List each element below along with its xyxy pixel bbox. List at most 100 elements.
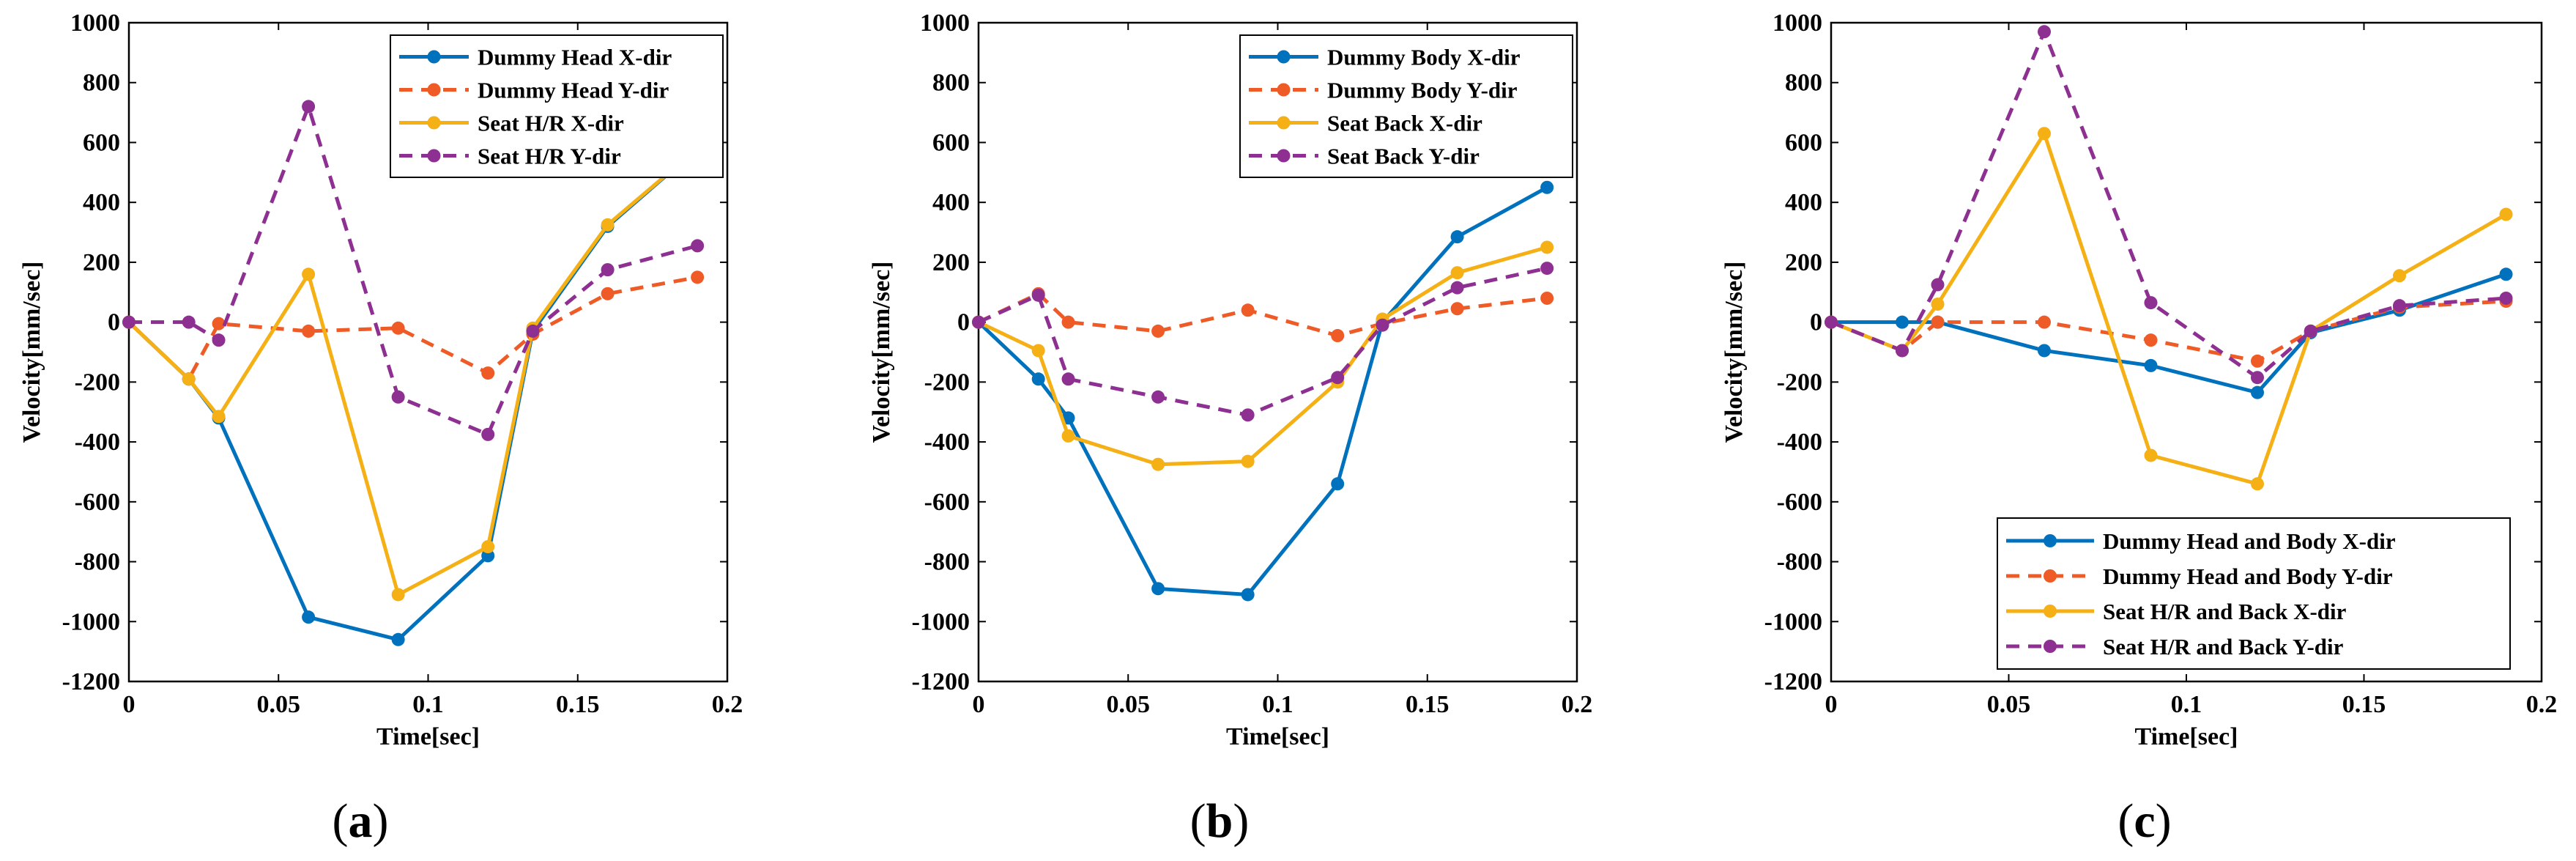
y-tick-label: -1000 [62,608,120,635]
series-b-3 [972,262,1554,422]
x-tick-label: 0.05 [1987,691,2031,718]
y-tick-label: -600 [75,489,120,516]
legend-marker [2044,534,2057,547]
data-point [1151,457,1165,471]
x-tick-label: 0.1 [412,691,444,718]
panel-caption: (b) [1190,794,1250,848]
data-point [1450,230,1464,244]
x-tick-label: 0.2 [712,691,743,718]
data-point [2393,299,2406,313]
data-point [481,366,495,380]
series-line [127,147,699,596]
legend-marker [1277,83,1291,97]
data-point [2251,354,2264,368]
data-point [972,315,985,329]
x-tick-label: 0 [973,691,985,718]
data-point [601,218,615,232]
y-tick-label: -1200 [912,668,970,695]
data-point [1331,329,1345,343]
caption-letter: a [349,794,373,848]
x-tick-label: 0.05 [1107,691,1151,718]
y-tick-label: -600 [1777,489,1822,516]
x-tick-label: 0.1 [2171,691,2202,718]
y-tick-label: -800 [924,549,970,576]
caption-paren-open: ( [333,794,349,848]
legend-marker [2044,605,2057,618]
legend-box [1997,517,2511,670]
data-point [1241,303,1255,317]
data-point [1331,477,1345,491]
y-axis-label: Velocity[mm/sec] [868,262,895,443]
data-point [601,287,615,300]
legend-label: Seat Back X-dir [1327,111,1482,136]
data-point [2144,358,2158,372]
x-tick-label: 0.1 [1262,691,1293,718]
panel-caption: (a) [333,794,389,848]
legend-label: Seat H/R and Back X-dir [2103,599,2347,624]
data-point [2251,477,2264,491]
y-tick-label: 200 [83,249,120,276]
legend-box [390,34,724,178]
caption-paren-open: ( [2117,794,2134,848]
data-point [2393,269,2406,283]
series-a-1 [122,270,705,386]
data-point [526,324,540,338]
y-tick-label: -400 [1777,429,1822,456]
data-point [1151,582,1165,596]
data-point [1931,315,1945,329]
series-line [1830,29,2506,380]
data-point [1031,288,1045,302]
x-tick-label: 0.15 [2342,691,2386,718]
x-tick-label: 0.2 [1562,691,1593,718]
caption-paren-open: ( [1190,794,1206,848]
data-point [1450,302,1464,316]
legend: Dummy Head and Body X-dir Dummy Head and … [1997,517,2511,670]
legend-label: Dummy Body Y-dir [1327,78,1518,103]
data-point [1331,371,1345,385]
data-point [2038,25,2051,39]
data-point [212,410,226,424]
data-point [2499,291,2513,305]
series-line [977,185,1548,596]
data-point [391,321,405,335]
data-point [302,100,316,114]
legend-marker [427,116,441,130]
data-point [302,324,316,338]
data-point [2251,385,2264,399]
data-point [1931,278,1945,292]
data-point [2251,371,2264,385]
x-axis-label: Time[sec] [2135,723,2238,750]
y-tick-label: -400 [75,429,120,456]
y-tick-label: 600 [1785,129,1822,156]
data-point [2038,315,2051,329]
legend-label: Seat H/R X-dir [478,111,624,136]
y-tick-label: -800 [1777,549,1822,576]
data-point [122,315,136,329]
data-point [1031,344,1045,358]
y-axis-label: Velocity[mm/sec] [18,262,45,443]
series-a-3 [122,100,705,441]
y-tick-label: -1200 [62,668,120,695]
data-point [2304,324,2317,338]
x-tick-label: 0.2 [2526,691,2558,718]
legend-marker [2044,569,2057,583]
data-point [1376,318,1389,332]
x-tick-label: 0.15 [556,691,600,718]
y-tick-label: 0 [957,309,970,336]
data-point [1896,315,1909,329]
data-point [391,588,405,602]
data-point [1151,324,1165,338]
y-tick-label: 0 [108,309,120,336]
data-point [691,270,705,284]
legend-marker [2044,640,2057,653]
data-point [2038,344,2051,358]
data-point [1151,390,1165,404]
series-b-2 [972,240,1554,471]
data-point [481,540,495,554]
data-point [182,372,196,386]
data-point [302,610,316,624]
data-point [1540,180,1554,194]
data-point [1540,291,1554,305]
series-b-0 [972,180,1554,602]
data-point [1450,266,1464,280]
